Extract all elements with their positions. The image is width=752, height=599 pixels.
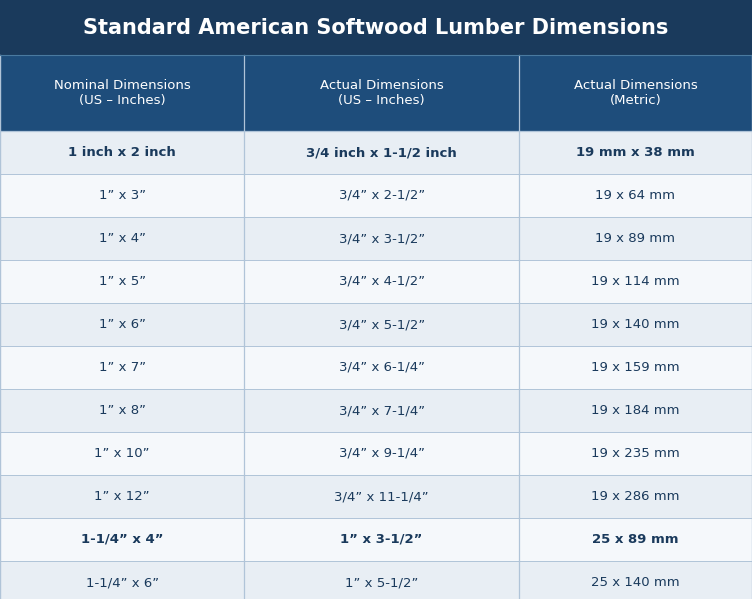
Text: 25 x 89 mm: 25 x 89 mm [592,533,679,546]
Text: 19 x 140 mm: 19 x 140 mm [591,318,680,331]
Text: 1-1/4” x 4”: 1-1/4” x 4” [81,533,163,546]
Bar [0,174,752,217]
Bar [0,55,752,131]
Text: 19 x 89 mm: 19 x 89 mm [596,232,675,245]
Text: Nominal Dimensions
(US – Inches): Nominal Dimensions (US – Inches) [54,79,190,107]
Text: 1” x 12”: 1” x 12” [95,490,150,503]
Bar [0,346,752,389]
Bar [0,561,752,599]
Text: 1” x 4”: 1” x 4” [99,232,146,245]
Text: 19 x 286 mm: 19 x 286 mm [591,490,680,503]
Text: 3/4” x 9-1/4”: 3/4” x 9-1/4” [338,447,425,460]
Text: 3/4” x 6-1/4”: 3/4” x 6-1/4” [338,361,425,374]
Bar [0,389,752,432]
Text: 3/4” x 2-1/2”: 3/4” x 2-1/2” [338,189,425,202]
Text: 1” x 6”: 1” x 6” [99,318,146,331]
Text: 19 x 114 mm: 19 x 114 mm [591,275,680,288]
Text: Actual Dimensions
(US – Inches): Actual Dimensions (US – Inches) [320,79,444,107]
Text: 1” x 5-1/2”: 1” x 5-1/2” [345,576,418,589]
Text: 25 x 140 mm: 25 x 140 mm [591,576,680,589]
Bar [0,303,752,346]
Text: 1” x 3”: 1” x 3” [99,189,146,202]
Text: 19 x 64 mm: 19 x 64 mm [596,189,675,202]
Text: 19 x 184 mm: 19 x 184 mm [591,404,680,417]
Text: 1” x 10”: 1” x 10” [95,447,150,460]
Text: 19 mm x 38 mm: 19 mm x 38 mm [576,146,695,159]
Bar [0,0,752,55]
Text: 3/4” x 4-1/2”: 3/4” x 4-1/2” [338,275,425,288]
Text: 1” x 7”: 1” x 7” [99,361,146,374]
Text: 19 x 235 mm: 19 x 235 mm [591,447,680,460]
Text: 1-1/4” x 6”: 1-1/4” x 6” [86,576,159,589]
Bar [0,475,752,518]
Text: 3/4” x 3-1/2”: 3/4” x 3-1/2” [338,232,425,245]
Text: 1” x 3-1/2”: 1” x 3-1/2” [341,533,423,546]
Text: Actual Dimensions
(Metric): Actual Dimensions (Metric) [574,79,697,107]
Text: 1” x 5”: 1” x 5” [99,275,146,288]
Text: 3/4” x 7-1/4”: 3/4” x 7-1/4” [338,404,425,417]
Bar [0,432,752,475]
Bar [0,217,752,260]
Text: 1” x 8”: 1” x 8” [99,404,146,417]
Text: 19 x 159 mm: 19 x 159 mm [591,361,680,374]
Text: Standard American Softwood Lumber Dimensions: Standard American Softwood Lumber Dimens… [83,17,669,38]
Bar [0,131,752,174]
Text: 3/4” x 5-1/2”: 3/4” x 5-1/2” [338,318,425,331]
Text: 3/4 inch x 1-1/2 inch: 3/4 inch x 1-1/2 inch [306,146,457,159]
Text: 1 inch x 2 inch: 1 inch x 2 inch [68,146,176,159]
Bar [0,518,752,561]
Bar [0,260,752,303]
Text: 3/4” x 11-1/4”: 3/4” x 11-1/4” [335,490,429,503]
